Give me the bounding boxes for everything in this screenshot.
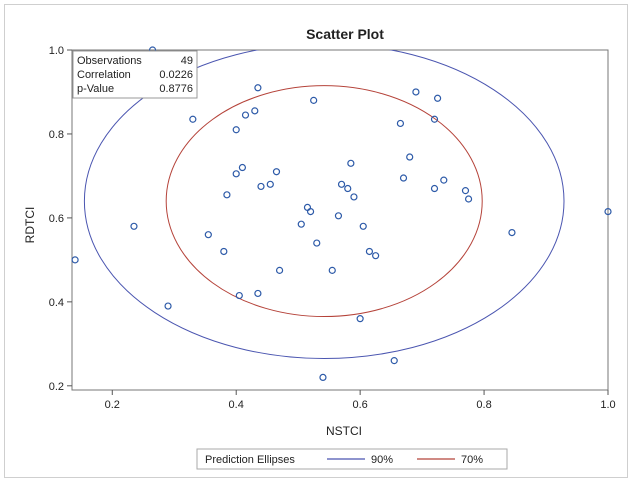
plot-area: 0.2 0.4 0.6 0.8 1.0 0.2 0.4 0.6 0.8 1.0	[49, 45, 616, 411]
stat-label: Correlation	[77, 69, 131, 81]
legend-label: 70%	[461, 454, 483, 466]
data-point	[204, 231, 212, 239]
data-point	[257, 182, 265, 191]
stat-label: p-Value	[77, 83, 114, 95]
data-point	[337, 180, 346, 188]
data-point	[164, 302, 172, 310]
x-tick-label: 0.2	[105, 399, 120, 411]
data-point	[464, 195, 473, 203]
data-point	[399, 174, 408, 182]
y-axis-label: RDTCI	[23, 207, 37, 244]
chart-frame: Scatter Plot 0.2 0.4 0.6 0.8 1.0 0.2 0.4 0.6 0.8…	[4, 4, 628, 478]
y-tick-label: 0.8	[49, 129, 64, 141]
data-point	[303, 203, 312, 212]
data-point	[390, 357, 398, 365]
data-point	[189, 115, 197, 123]
data-point	[430, 184, 439, 193]
data-point	[251, 107, 259, 115]
data-point	[350, 193, 358, 201]
legend-label: 90%	[371, 454, 393, 466]
data-point	[223, 191, 231, 199]
prediction-ellipse-70	[165, 85, 483, 318]
data-point	[220, 247, 228, 256]
y-tick-label: 0.4	[49, 297, 64, 309]
data-point	[328, 266, 336, 274]
y-tick-label: 0.6	[49, 213, 64, 225]
scatter-chart: Scatter Plot 0.2 0.4 0.6 0.8 1.0 0.2 0.4 0.6 0.8…	[23, 26, 616, 470]
ellipse-group	[83, 50, 565, 359]
data-point	[297, 220, 305, 228]
data-point	[334, 212, 343, 220]
legend: Prediction Ellipses 90% 70%	[196, 448, 508, 470]
data-point	[406, 153, 414, 161]
data-point	[310, 96, 318, 104]
data-point	[238, 163, 247, 172]
data-point	[232, 126, 240, 134]
y-tick-label: 1.0	[49, 45, 64, 57]
legend-title: Prediction Ellipses	[205, 454, 295, 466]
data-point	[313, 239, 321, 247]
data-point	[306, 208, 315, 216]
stat-value: 0.0226	[159, 69, 193, 81]
data-point	[440, 176, 448, 184]
data-point	[254, 289, 262, 298]
data-point	[71, 256, 79, 264]
x-tick-label: 0.4	[229, 399, 244, 411]
x-tick-label: 0.6	[352, 399, 367, 411]
data-point	[272, 168, 281, 176]
data-point	[254, 84, 262, 92]
data-point	[130, 222, 138, 230]
data-point	[266, 180, 274, 188]
data-point	[344, 184, 352, 193]
plot-frame	[71, 49, 609, 391]
data-point	[430, 115, 439, 123]
data-point	[319, 373, 327, 382]
data-point	[232, 170, 240, 178]
x-tick-label: 0.8	[476, 399, 491, 411]
stat-value: 49	[181, 55, 193, 67]
data-point	[275, 266, 284, 274]
data-point	[461, 187, 470, 195]
data-point	[396, 119, 405, 128]
data-point	[241, 111, 250, 119]
stats-inset: Observations 49 Correlation 0.0226 p-Value 0.…	[72, 50, 198, 99]
data-point	[433, 94, 442, 102]
data-point	[412, 88, 420, 96]
data-point	[347, 159, 355, 167]
data-point	[365, 247, 374, 256]
data-point	[372, 252, 380, 260]
data-point	[356, 315, 364, 323]
data-point	[235, 291, 243, 300]
x-axis-label: NSTCI	[326, 424, 362, 438]
data-point	[508, 228, 516, 237]
stat-value: 0.8776	[159, 83, 193, 95]
prediction-ellipse-90	[83, 50, 565, 359]
stat-label: Observations	[77, 55, 142, 67]
chart-title: Scatter Plot	[306, 26, 384, 42]
x-tick-label: 1.0	[600, 399, 615, 411]
y-tick-label: 0.2	[49, 381, 64, 393]
stats-inset-box	[72, 50, 198, 99]
data-point	[359, 222, 367, 230]
data-point	[604, 208, 612, 216]
